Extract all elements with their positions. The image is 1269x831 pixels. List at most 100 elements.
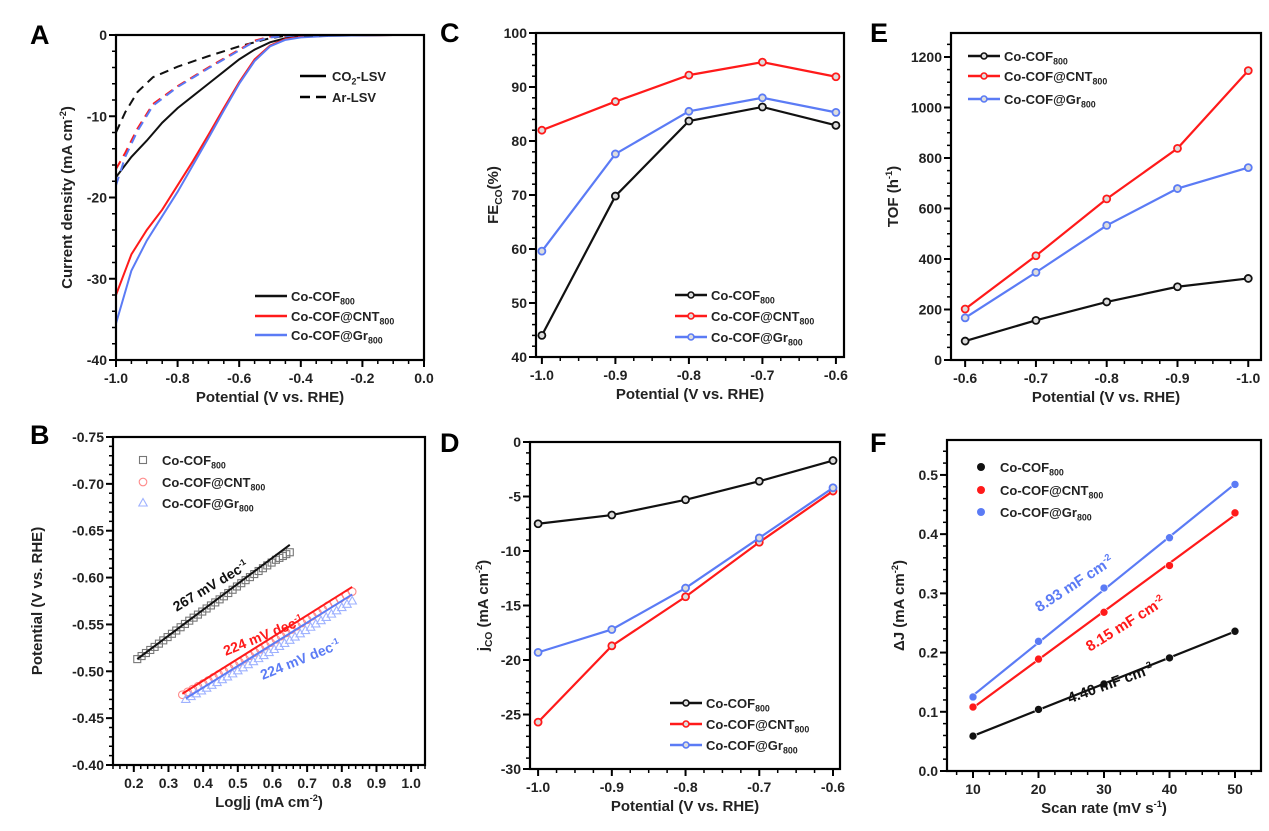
y-tick-label: 70 bbox=[511, 187, 527, 203]
x-tick-label: -0.6 bbox=[227, 370, 251, 386]
panel-c: C -1.0 -0.9 -0.8 -0.7 -0.6 40 50 60 70 80 90 100 Pote… bbox=[440, 18, 848, 403]
legend-item: Co-COF800​ bbox=[977, 460, 1064, 477]
x-axis-label: Scan rate (mV s-1​) bbox=[1041, 799, 1167, 817]
y-tick-label: 1000 bbox=[911, 99, 942, 115]
x-tick-label: -0.8 bbox=[673, 779, 697, 795]
panel-letter: E bbox=[870, 18, 888, 48]
data-point bbox=[537, 125, 547, 135]
data-point bbox=[1165, 653, 1174, 663]
plot-area bbox=[968, 480, 1240, 741]
data-point bbox=[968, 702, 978, 712]
legend-label: CO2​-LSV bbox=[332, 69, 386, 86]
y-tick-label: 0.2 bbox=[919, 645, 939, 661]
legend-marker bbox=[687, 333, 695, 341]
x-tick-label: -0.2 bbox=[350, 370, 374, 386]
legend-item: Ar-LSV bbox=[300, 90, 376, 105]
data-point bbox=[610, 97, 620, 106]
panel-b: B 0.2 0.3 0.4 0.5 0.6 0.7 0.8 0.9 1.0 -0.75 -0.70 -0… bbox=[29, 420, 427, 811]
data-point bbox=[1165, 533, 1174, 543]
data-point bbox=[1031, 267, 1041, 277]
panel-letter: A bbox=[30, 20, 50, 50]
legend-item: Co-COF@Gr800​ bbox=[977, 505, 1092, 522]
series-line bbox=[116, 35, 394, 296]
data-point bbox=[968, 692, 978, 702]
data-point bbox=[607, 510, 617, 520]
data-point bbox=[831, 72, 841, 82]
legend-marker bbox=[687, 291, 695, 299]
x-tick-label: 50 bbox=[1227, 781, 1243, 797]
data-point bbox=[831, 120, 841, 130]
capacitance-annotation: 8.15 mF cm-2​ bbox=[1082, 592, 1168, 655]
y-tick-label: 100 bbox=[504, 25, 528, 41]
legend-label: Co-COF@Gr800​ bbox=[1004, 92, 1096, 109]
x-tick-label: 0.2 bbox=[124, 775, 144, 791]
series-line bbox=[116, 35, 332, 133]
panel-d: D -1.0 -0.9 -0.8 -0.7 -0.6 0 -5 -10 -15 -20 -25 -30 P… bbox=[440, 428, 845, 815]
plot-area bbox=[116, 35, 394, 324]
fit-line bbox=[181, 586, 353, 695]
data-point bbox=[533, 519, 543, 529]
data-point bbox=[1102, 221, 1112, 230]
triangle-marker bbox=[279, 637, 290, 647]
y-axis-label: TOF (h-1​) bbox=[884, 166, 902, 227]
y-tick-label: -30 bbox=[501, 761, 521, 777]
x-tick-label: 0.0 bbox=[414, 370, 434, 386]
data-point bbox=[610, 149, 620, 159]
data-point bbox=[1102, 194, 1112, 204]
square-marker bbox=[138, 455, 148, 465]
legend-item: Co-COF@Gr800​ bbox=[968, 92, 1096, 109]
x-axis-label: Potential (V vs. RHE) bbox=[616, 386, 764, 403]
y-tick-label: 0 bbox=[934, 352, 942, 368]
data-point bbox=[960, 336, 970, 346]
y-tick-label: 0.0 bbox=[919, 763, 939, 779]
x-tick-label: -1.0 bbox=[530, 367, 554, 383]
y-tick-label: 800 bbox=[919, 150, 943, 166]
legend-label: Co-COF@Gr800​ bbox=[706, 738, 798, 755]
legend-item: Co-COF800​ bbox=[968, 49, 1068, 66]
data-point bbox=[684, 116, 694, 126]
legend-label: Co-COF@CNT800​ bbox=[711, 309, 814, 326]
x-tick-label: 0.9 bbox=[367, 775, 387, 791]
plot-frame bbox=[528, 440, 842, 771]
y-tick-label: -20 bbox=[87, 190, 107, 206]
x-tick-label: 10 bbox=[965, 781, 981, 797]
legend-marker bbox=[977, 463, 985, 471]
data-point bbox=[684, 106, 694, 116]
y-tick-label: -0.75 bbox=[72, 429, 104, 445]
triangle-marker bbox=[274, 640, 285, 651]
data-point bbox=[960, 313, 970, 323]
data-point bbox=[758, 93, 767, 103]
triangle-marker bbox=[243, 659, 254, 669]
data-point bbox=[828, 483, 838, 493]
legend-item: Co-COF@Gr800​ bbox=[137, 496, 254, 513]
triangle-marker bbox=[269, 643, 280, 654]
y-tick-label: 80 bbox=[511, 133, 527, 149]
legend-label: Co-COF800​ bbox=[706, 696, 770, 713]
y-tick-label: -10 bbox=[501, 543, 521, 559]
plot-frame bbox=[534, 31, 846, 359]
x-tick-label: -0.8 bbox=[677, 367, 701, 383]
x-tick-label: 0.8 bbox=[332, 775, 352, 791]
y-axis-label: ΔJ (mA cm-2​) bbox=[890, 560, 908, 651]
panel-e: E -0.6 -0.7 -0.8 -0.9 -1.0 0 200 400 600 800 1000 12… bbox=[870, 18, 1263, 406]
series-line bbox=[964, 166, 1249, 319]
y-tick-label: 0.5 bbox=[919, 467, 939, 483]
x-tick-label: 30 bbox=[1096, 781, 1112, 797]
panel-letter: D bbox=[440, 428, 460, 458]
y-tick-label: 60 bbox=[511, 241, 527, 257]
legend-item: Co-COF800​ bbox=[670, 696, 770, 713]
series-line bbox=[116, 35, 394, 324]
capacitance-annotation: 4.40 mF cm-2​ bbox=[1065, 659, 1156, 707]
legend-label: Co-COF@Gr800​ bbox=[711, 330, 803, 347]
data-point bbox=[1031, 315, 1041, 325]
legend-marker bbox=[980, 95, 988, 103]
y-tick-label: 0 bbox=[99, 27, 107, 43]
x-tick-label: 0.3 bbox=[159, 775, 179, 791]
y-tick-label: 0.1 bbox=[919, 704, 939, 720]
x-axis-label: Potential (V vs. RHE) bbox=[196, 389, 344, 406]
data-point bbox=[684, 70, 694, 80]
y-tick-label: 40 bbox=[511, 349, 527, 365]
triangle-marker bbox=[222, 671, 233, 681]
x-tick-label: -0.8 bbox=[1095, 370, 1119, 386]
legend-label: Co-COF800​ bbox=[1004, 49, 1068, 66]
